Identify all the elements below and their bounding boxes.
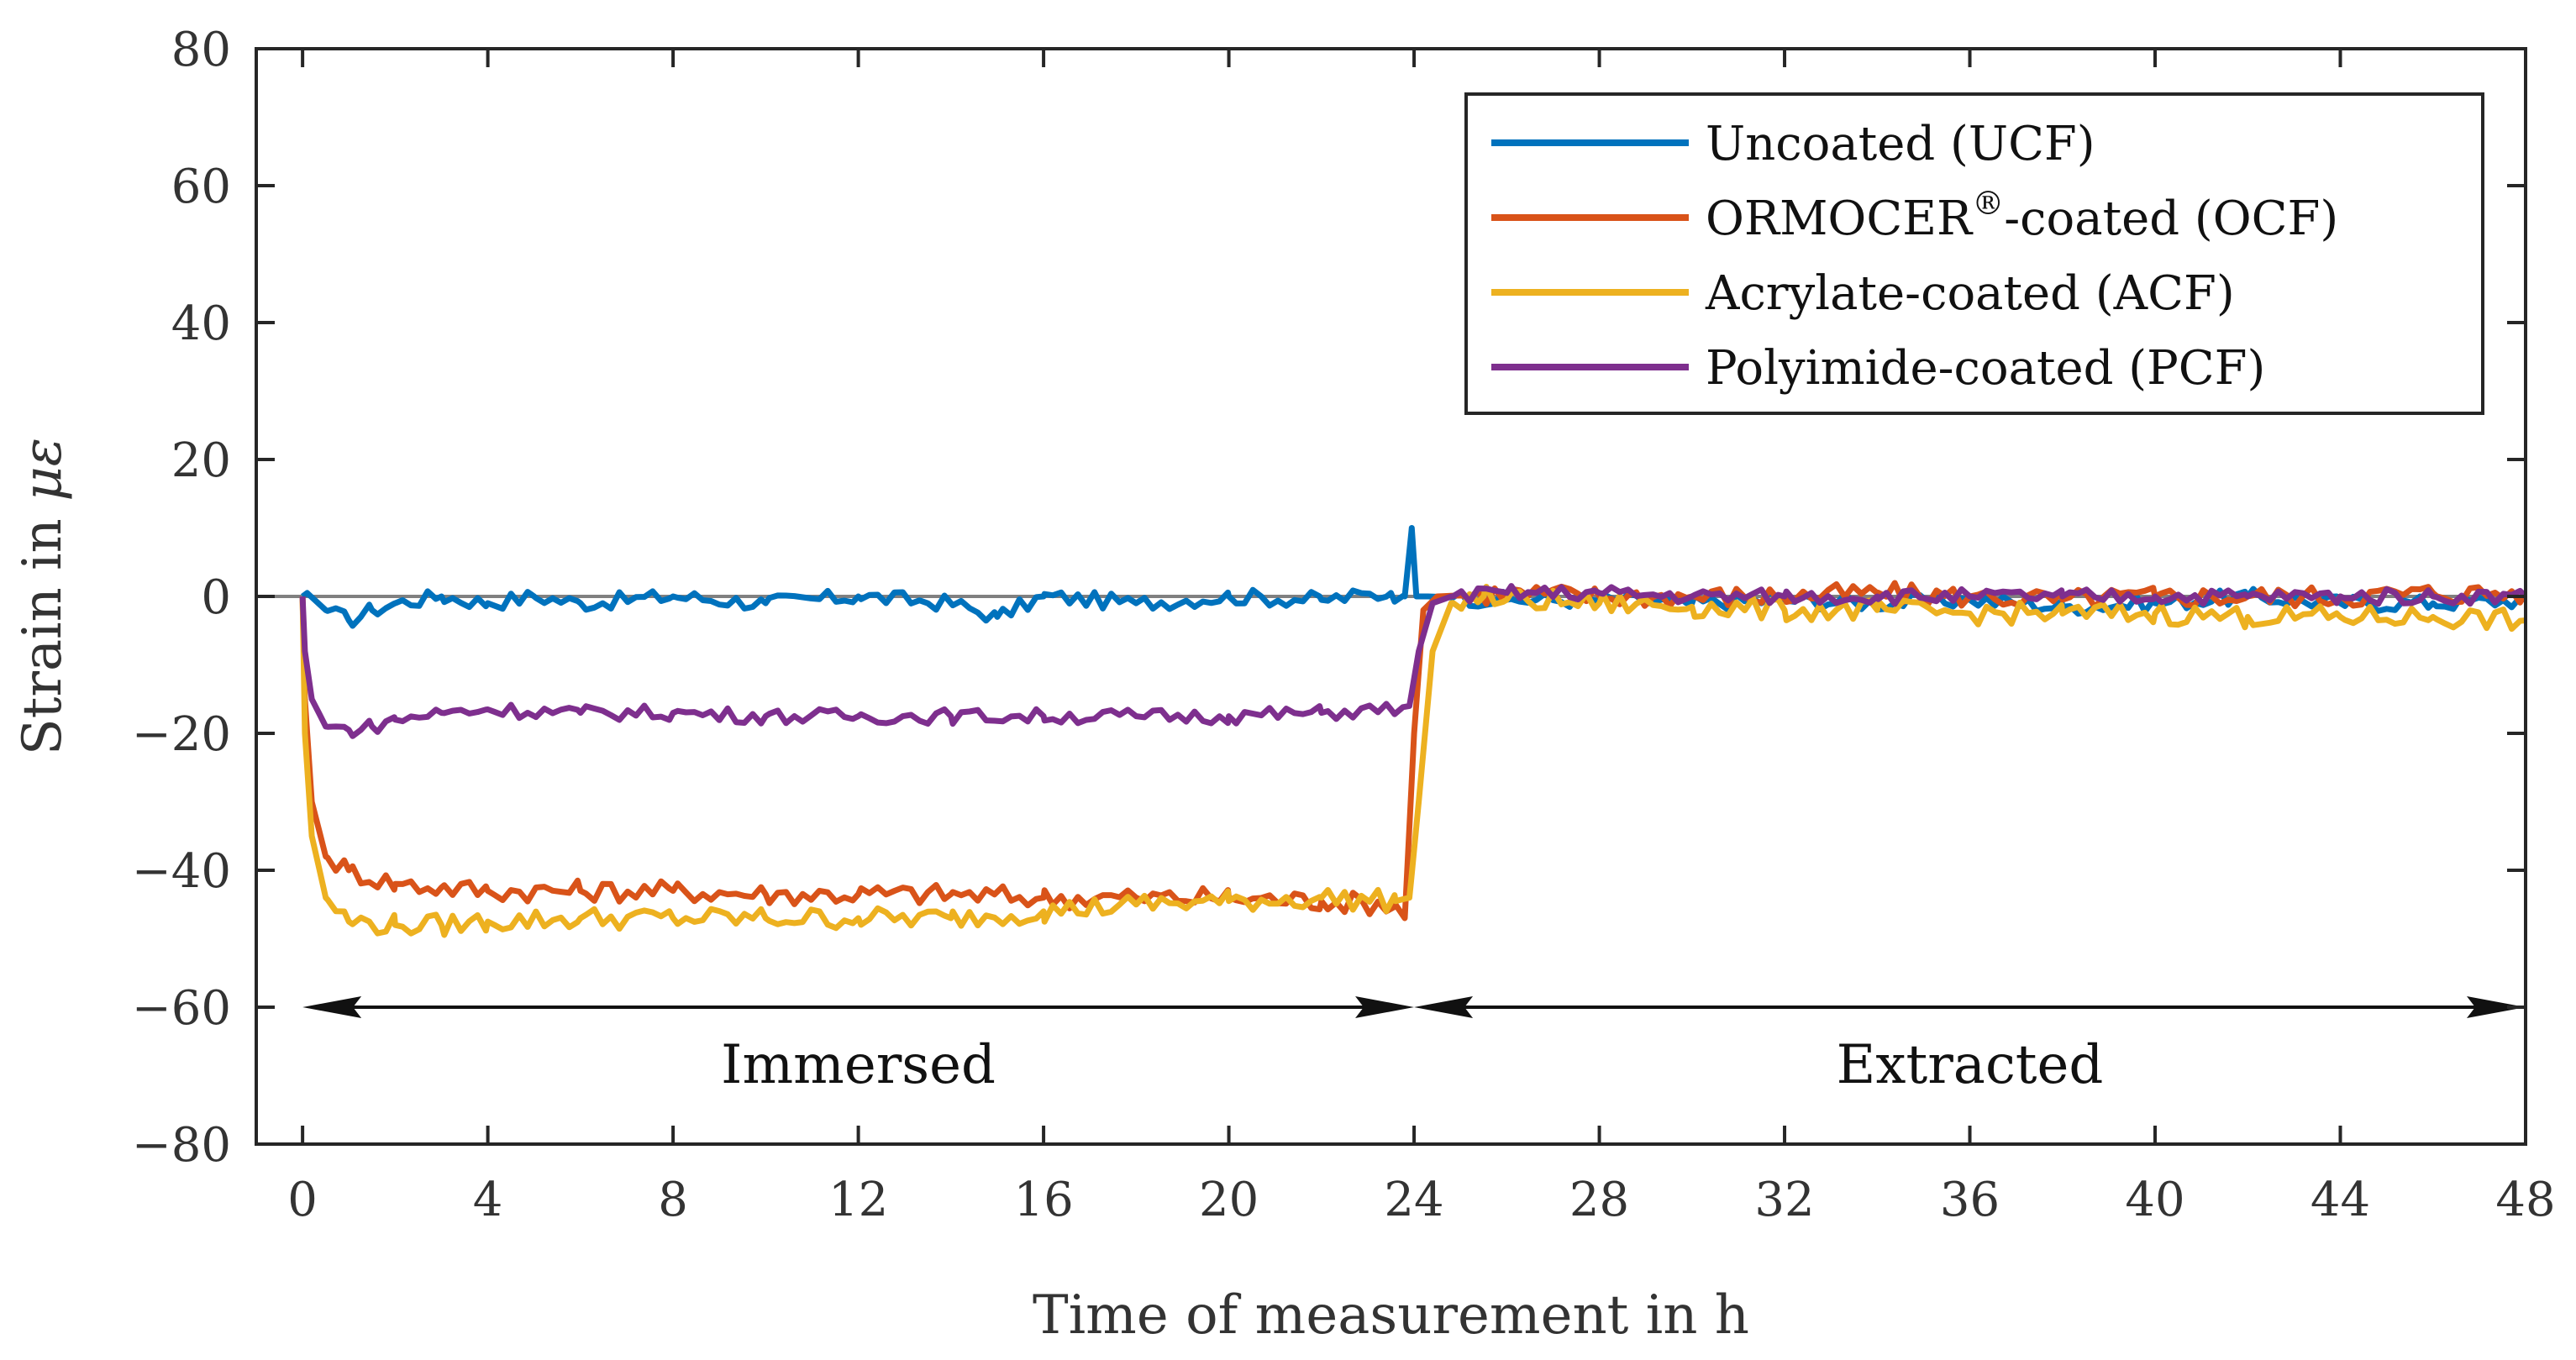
x-tick-label: 48	[2495, 1173, 2555, 1227]
series-layer	[299, 525, 2526, 938]
x-tick-label: 44	[2311, 1173, 2370, 1227]
x-tick-label: 28	[1569, 1173, 1629, 1227]
annotation-layer: Immersed Extracted	[302, 996, 2526, 1096]
legend-entry-1: Uncoated (UCF)	[1706, 117, 2095, 171]
legend: Uncoated (UCF) ORMOCER®-coated (OCF) Acryl…	[1464, 92, 2484, 415]
y-tick-label: 40	[171, 297, 231, 351]
y-tick-label: 80	[171, 23, 231, 77]
y-axis-label-symbol: με	[12, 438, 74, 501]
y-axis-label-prefix: Strain in	[12, 501, 74, 755]
series-line-3	[299, 584, 2526, 938]
y-tick-label: 60	[171, 160, 231, 214]
y-axis-label: Strain in με	[12, 438, 74, 755]
annotation-label-2: Extracted	[1837, 1034, 2104, 1096]
series-line-1	[301, 525, 2526, 629]
x-tick-label: 32	[1754, 1173, 1814, 1227]
y-tick-label: −60	[132, 981, 231, 1036]
legend-entry-4: Polyimide-coated (PCF)	[1706, 341, 2265, 396]
annotation-arrowhead-left-2	[1414, 996, 1474, 1018]
annotation-arrowhead-right-1	[1355, 996, 1415, 1018]
annotation-arrowhead-left-1	[302, 996, 362, 1018]
annotation-arrowhead-right-2	[2467, 996, 2526, 1018]
x-axis-label: Time of measurement in h	[1033, 1284, 1749, 1347]
legend-entry-rest: -coated (OCF)	[2004, 192, 2338, 246]
y-tick-label: −20	[132, 707, 231, 762]
y-tick-label: −80	[132, 1118, 231, 1173]
legend-entry-2: ORMOCER®-coated (OCF)	[1706, 185, 2338, 246]
x-tick-label: 24	[1384, 1173, 1443, 1227]
y-tick-label: 0	[201, 570, 231, 625]
legend-entry-3: Acrylate-coated (ACF)	[1705, 266, 2235, 321]
x-tick-label: 40	[2125, 1173, 2184, 1227]
axes-layer: 0 4 8 12 16 20 24 28 32 36 40 44 48806040200−20−40−6…	[132, 23, 2556, 1227]
x-tick-label: 4	[473, 1173, 503, 1227]
legend-entry-sup: ®	[1972, 185, 2004, 222]
x-tick-label: 16	[1013, 1173, 1073, 1227]
x-tick-label: 12	[828, 1173, 888, 1227]
x-tick-label: 20	[1199, 1173, 1259, 1227]
annotation-label-1: Immersed	[721, 1034, 996, 1096]
legend-entry-main: ORMOCER	[1706, 192, 1974, 246]
legend-box	[1464, 92, 2484, 415]
x-tick-label: 36	[1940, 1173, 2000, 1227]
series-line-4	[299, 583, 2526, 739]
y-tick-label: 20	[171, 433, 231, 488]
x-tick-label: 8	[658, 1173, 688, 1227]
y-tick-label: −40	[132, 844, 231, 899]
x-tick-label: 0	[287, 1173, 318, 1227]
series-line-2	[299, 580, 2526, 922]
